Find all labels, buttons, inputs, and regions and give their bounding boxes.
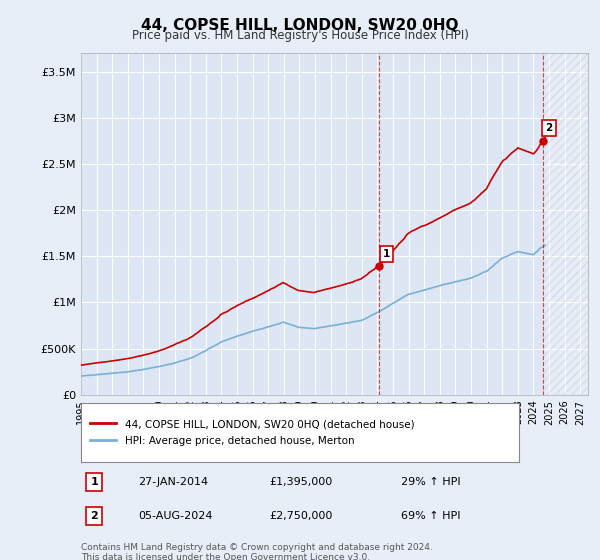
Text: 44, COPSE HILL, LONDON, SW20 0HQ: 44, COPSE HILL, LONDON, SW20 0HQ: [141, 18, 459, 33]
Text: £2,750,000: £2,750,000: [269, 511, 333, 521]
Text: 2: 2: [90, 511, 98, 521]
Bar: [543, 53, 588, 395]
Text: 69% ↑ HPI: 69% ↑ HPI: [401, 511, 460, 521]
Text: £1,395,000: £1,395,000: [269, 477, 332, 487]
Text: 2: 2: [545, 123, 553, 133]
Text: 05-AUG-2024: 05-AUG-2024: [138, 511, 212, 521]
Text: This data is licensed under the Open Government Licence v3.0.: This data is licensed under the Open Gov…: [81, 553, 370, 560]
Text: 27-JAN-2014: 27-JAN-2014: [138, 477, 208, 487]
Text: 29% ↑ HPI: 29% ↑ HPI: [401, 477, 460, 487]
Text: Contains HM Land Registry data © Crown copyright and database right 2024.: Contains HM Land Registry data © Crown c…: [81, 543, 433, 552]
Text: Price paid vs. HM Land Registry's House Price Index (HPI): Price paid vs. HM Land Registry's House …: [131, 29, 469, 42]
Text: 1: 1: [383, 249, 390, 259]
Legend: 44, COPSE HILL, LONDON, SW20 0HQ (detached house), HPI: Average price, detached : 44, COPSE HILL, LONDON, SW20 0HQ (detach…: [86, 415, 419, 450]
Text: 1: 1: [90, 477, 98, 487]
